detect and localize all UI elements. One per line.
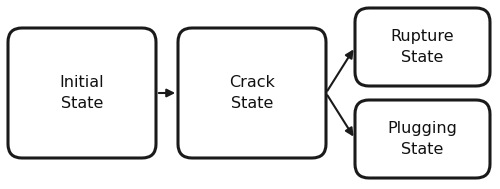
FancyBboxPatch shape bbox=[355, 100, 490, 178]
FancyBboxPatch shape bbox=[178, 28, 326, 158]
FancyBboxPatch shape bbox=[355, 8, 490, 86]
Text: Crack
State: Crack State bbox=[229, 75, 275, 111]
FancyBboxPatch shape bbox=[8, 28, 156, 158]
Text: Plugging
State: Plugging State bbox=[388, 121, 458, 157]
Text: Rupture
State: Rupture State bbox=[390, 29, 454, 65]
Text: Initial
State: Initial State bbox=[60, 75, 104, 111]
